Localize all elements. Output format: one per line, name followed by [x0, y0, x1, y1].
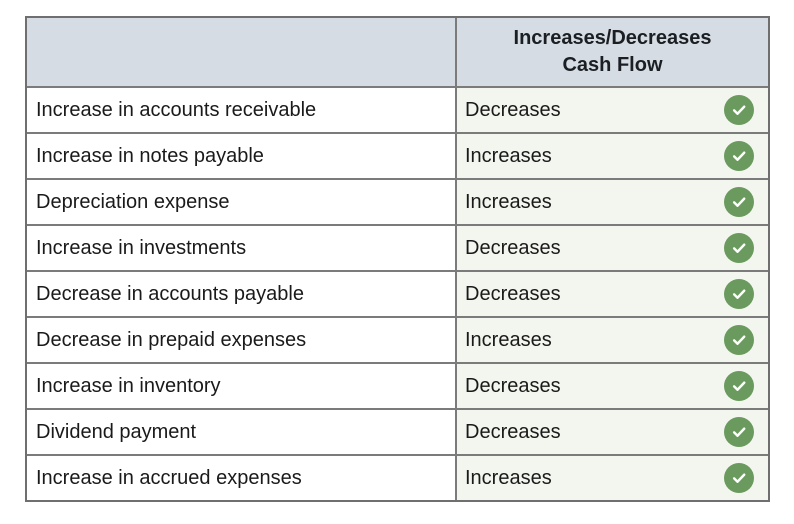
item-label: Increase in investments — [36, 236, 247, 259]
effect-cell: Decreases — [455, 410, 768, 454]
effect-cell: Increases — [455, 134, 768, 178]
item-label: Increase in notes payable — [36, 144, 264, 167]
effect-label: Increases — [465, 190, 552, 213]
effect-cell: Increases — [455, 180, 768, 224]
effect-label: Increases — [465, 144, 552, 167]
effect-cell: Decreases — [455, 226, 768, 270]
header-effect-cell: Increases/Decreases Cash Flow — [455, 18, 768, 86]
item-label: Dividend payment — [36, 420, 197, 443]
effect-label: Decreases — [465, 98, 561, 121]
item-cell: Increase in investments — [27, 226, 455, 270]
effect-label: Decreases — [465, 420, 561, 443]
effect-cell: Decreases — [455, 364, 768, 408]
effect-label: Decreases — [465, 236, 561, 259]
check-circle-icon — [724, 279, 754, 309]
item-label: Increase in accounts receivable — [36, 98, 317, 121]
check-circle-icon — [724, 417, 754, 447]
header-effect-label-line2: Cash Flow — [562, 54, 663, 76]
effect-cell: Increases — [455, 318, 768, 362]
item-label: Increase in accrued expenses — [36, 466, 302, 489]
table-row: Increase in inventory Decreases — [27, 362, 768, 408]
item-cell: Increase in accounts receivable — [27, 88, 455, 132]
table-row: Increase in notes payable Increases — [27, 132, 768, 178]
table-row: Increase in investments Decreases — [27, 224, 768, 270]
cash-flow-table: Increases/Decreases Cash Flow Increase i… — [25, 16, 770, 502]
table-header-row: Increases/Decreases Cash Flow — [27, 18, 768, 86]
item-label: Decrease in prepaid expenses — [36, 328, 307, 351]
item-cell: Increase in accrued expenses — [27, 456, 455, 500]
table-row: Dividend payment Decreases — [27, 408, 768, 454]
item-cell: Depreciation expense — [27, 180, 455, 224]
table-row: Increase in accounts receivable Decrease… — [27, 86, 768, 132]
item-label: Increase in inventory — [36, 374, 221, 397]
item-cell: Decrease in prepaid expenses — [27, 318, 455, 362]
item-cell: Decrease in accounts payable — [27, 272, 455, 316]
check-circle-icon — [724, 233, 754, 263]
effect-cell: Decreases — [455, 88, 768, 132]
check-circle-icon — [724, 325, 754, 355]
effect-label: Decreases — [465, 374, 561, 397]
table-row: Increase in accrued expenses Increases — [27, 454, 768, 500]
check-circle-icon — [724, 463, 754, 493]
item-cell: Increase in notes payable — [27, 134, 455, 178]
check-circle-icon — [724, 141, 754, 171]
effect-label: Increases — [465, 466, 552, 489]
effect-label: Increases — [465, 328, 552, 351]
effect-cell: Increases — [455, 456, 768, 500]
effect-cell: Decreases — [455, 272, 768, 316]
header-effect-label-line1: Increases/Decreases — [513, 27, 712, 49]
table-row: Decrease in prepaid expenses Increases — [27, 316, 768, 362]
item-label: Decrease in accounts payable — [36, 282, 304, 305]
table-row: Depreciation expense Increases — [27, 178, 768, 224]
check-circle-icon — [724, 187, 754, 217]
item-cell: Dividend payment — [27, 410, 455, 454]
header-item-cell — [27, 18, 455, 86]
table-row: Decrease in accounts payable Decreases — [27, 270, 768, 316]
effect-label: Decreases — [465, 282, 561, 305]
check-circle-icon — [724, 371, 754, 401]
item-label: Depreciation expense — [36, 190, 230, 213]
item-cell: Increase in inventory — [27, 364, 455, 408]
check-circle-icon — [724, 95, 754, 125]
